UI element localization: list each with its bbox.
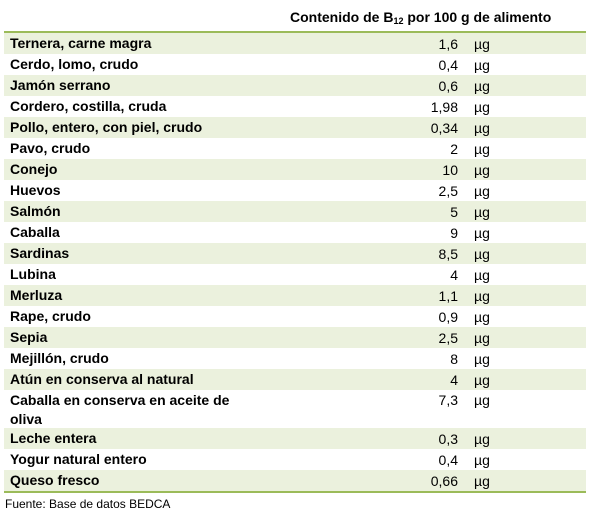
header-title-tail: por 100 g de alimento	[403, 9, 552, 25]
unit-label: µg	[474, 35, 490, 52]
unit-label: µg	[474, 472, 490, 489]
b12-value: 10	[442, 161, 458, 178]
unit-label: µg	[474, 77, 490, 94]
food-name: Conejo	[10, 161, 58, 177]
table-row: Cordero, costilla, cruda 1,98 µg	[4, 96, 586, 117]
b12-value: 7,3	[438, 392, 458, 408]
table-row: Queso fresco 0,66 µg	[4, 470, 586, 493]
unit-label: µg	[474, 161, 490, 178]
table-row: Pavo, crudo 2 µg	[4, 138, 586, 159]
table-row: Huevos 2,5 µg	[4, 180, 586, 201]
food-name: Lubina	[10, 266, 56, 282]
b12-value: 1,98	[430, 98, 458, 115]
table-row: Leche entera 0,3 µg	[4, 428, 586, 449]
food-name: Huevos	[10, 182, 61, 198]
unit-label: µg	[474, 140, 490, 157]
b12-value: 0,6	[438, 77, 458, 94]
b12-value: 8	[450, 350, 458, 367]
unit-label: µg	[474, 98, 490, 115]
unit-label: µg	[474, 287, 490, 304]
b12-value: 5	[450, 203, 458, 220]
food-name: Sardinas	[10, 245, 70, 261]
unit-label: µg	[474, 266, 490, 283]
b12-value: 1,6	[438, 35, 458, 52]
unit-label: µg	[474, 430, 490, 447]
unit-label: µg	[474, 224, 490, 241]
table-row: Caballa 9 µg	[4, 222, 586, 243]
unit-label: µg	[474, 182, 490, 199]
source-note: Fuente: Base de datos BEDCA	[5, 497, 171, 511]
food-name: Cordero, costilla, cruda	[10, 98, 167, 114]
food-name: Pavo, crudo	[10, 140, 91, 156]
table-row: Merluza 1,1 µg	[4, 285, 586, 306]
unit-label: µg	[474, 371, 490, 388]
table-row: Caballa en conserva en aceite de oliva 7…	[4, 390, 586, 428]
table-row: Yogur natural entero 0,4 µg	[4, 449, 586, 470]
b12-value: 0,4	[438, 451, 458, 468]
column-header: Contenido de B12 por 100 g de alimento	[290, 7, 551, 27]
b12-value: 0,66	[430, 472, 458, 489]
food-name: Yogur natural entero	[10, 451, 147, 467]
b12-value: 2	[450, 140, 458, 157]
table-row: Cerdo, lomo, crudo 0,4 µg	[4, 54, 586, 75]
b12-value: 0,4	[438, 56, 458, 73]
food-name: Jamón serrano	[10, 77, 111, 93]
food-name: Caballa	[10, 224, 60, 240]
food-name: Caballa en conserva en aceite de oliva	[10, 392, 230, 427]
b12-value: 0,34	[430, 119, 458, 136]
unit-label: µg	[474, 203, 490, 220]
b12-value: 0,9	[438, 308, 458, 325]
b12-value: 0,3	[438, 430, 458, 447]
table-row: Mejillón, crudo 8 µg	[4, 348, 586, 369]
b12-value: 2,5	[438, 182, 458, 199]
food-name: Merluza	[10, 287, 63, 303]
unit-label: µg	[474, 392, 490, 408]
table-row: Salmón 5 µg	[4, 201, 586, 222]
food-name: Cerdo, lomo, crudo	[10, 56, 139, 72]
unit-label: µg	[474, 350, 490, 367]
table-row: Sepia 2,5 µg	[4, 327, 586, 348]
food-name: Sepia	[10, 329, 48, 345]
table-row: Jamón serrano 0,6 µg	[4, 75, 586, 96]
food-name: Queso fresco	[10, 472, 100, 488]
b12-value: 9	[450, 224, 458, 241]
table-row: Sardinas 8,5 µg	[4, 243, 586, 264]
unit-label: µg	[474, 56, 490, 73]
table-row: Rape, crudo 0,9 µg	[4, 306, 586, 327]
food-name: Mejillón, crudo	[10, 350, 109, 366]
header-subscript: 12	[393, 16, 404, 26]
food-name: Pollo, entero, con piel, crudo	[10, 119, 203, 135]
table-row: Ternera, carne magra 1,6 µg	[4, 33, 586, 54]
table-row: Conejo 10 µg	[4, 159, 586, 180]
unit-label: µg	[474, 245, 490, 262]
food-name: Salmón	[10, 203, 61, 219]
b12-value: 8,5	[438, 245, 458, 262]
table-row: Pollo, entero, con piel, crudo 0,34 µg	[4, 117, 586, 138]
unit-label: µg	[474, 329, 490, 346]
b12-value: 4	[450, 266, 458, 283]
b12-value: 2,5	[438, 329, 458, 346]
table-header-row: Contenido de B12 por 100 g de alimento	[4, 7, 586, 33]
food-name: Rape, crudo	[10, 308, 91, 324]
b12-content-table: Contenido de B12 por 100 g de alimento T…	[4, 7, 586, 493]
unit-label: µg	[474, 308, 490, 325]
unit-label: µg	[474, 451, 490, 468]
unit-label: µg	[474, 119, 490, 136]
header-title-text: Contenido de B	[290, 9, 394, 25]
food-name: Leche entera	[10, 430, 97, 446]
food-name: Ternera, carne magra	[10, 35, 152, 51]
b12-value: 1,1	[438, 287, 458, 304]
b12-value: 4	[450, 371, 458, 388]
table-row: Lubina 4 µg	[4, 264, 586, 285]
table-row: Atún en conserva al natural 4 µg	[4, 369, 586, 390]
food-name: Atún en conserva al natural	[10, 371, 194, 387]
